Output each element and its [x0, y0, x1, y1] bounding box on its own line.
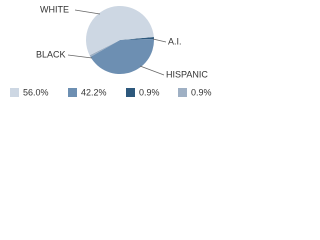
- legend-swatch: [126, 88, 135, 97]
- legend-label: 56.0%: [23, 87, 49, 97]
- slice-label: HISPANIC: [166, 69, 208, 79]
- page: {"chart_data": {"type": "pie", "categori…: [0, 0, 240, 100]
- slice-label: BLACK: [36, 49, 66, 59]
- legend-swatch: [178, 88, 187, 97]
- leader-line: [152, 38, 167, 43]
- leader-line: [74, 9, 101, 15]
- leader-line: [139, 65, 165, 76]
- legend-label: 0.9%: [191, 87, 212, 97]
- slice-label: A.I.: [168, 36, 182, 46]
- legend-label: 42.2%: [81, 87, 107, 97]
- legend-label: 0.9%: [139, 87, 160, 97]
- legend-swatch: [68, 88, 77, 97]
- pie-slice: [89, 40, 120, 57]
- legend-swatch: [10, 88, 19, 97]
- slice-label: WHITE: [40, 4, 69, 14]
- pie-slice: [90, 38, 154, 75]
- chart: WHITE HISPANIC A.I. BLACK 56.0% 42.2% 0.9% 0.9%: [10, 4, 212, 97]
- leader-line: [67, 54, 93, 59]
- pie-slice: [86, 6, 154, 56]
- pie-slice: [120, 37, 154, 40]
